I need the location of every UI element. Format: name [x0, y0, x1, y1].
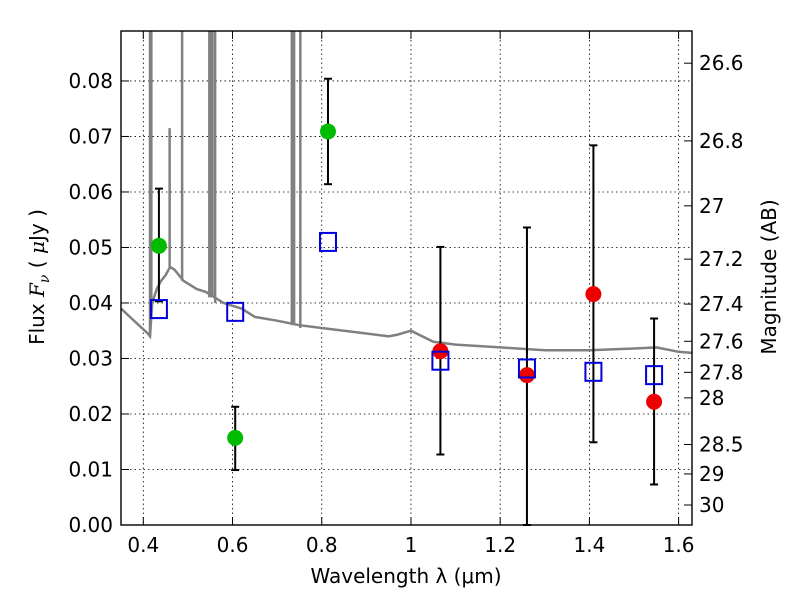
data-point-square — [318, 231, 337, 252]
y-tick-label: 0.02 — [68, 402, 113, 426]
data-markers — [149, 123, 664, 446]
y-tick-label: 0.07 — [68, 124, 113, 148]
data-point-square — [645, 365, 664, 386]
data-point-circle — [518, 367, 535, 384]
data-point-square — [517, 358, 536, 379]
right-tick-label: 27 — [699, 194, 724, 218]
y-tick-label: 0.04 — [68, 291, 113, 315]
x-tick-label: 1.6 — [663, 533, 695, 557]
x-tick-label: 1 — [405, 533, 418, 557]
grid — [121, 31, 692, 526]
data-point-circle — [227, 429, 244, 446]
y-tick-label: 0.06 — [68, 180, 113, 204]
y-tick-label: 0.03 — [68, 346, 113, 370]
spectrum-line — [120, 265, 693, 355]
right-tick-label: 27.2 — [699, 247, 744, 271]
right-tick-label: 27.4 — [699, 292, 744, 316]
y-tick-label: 0.08 — [68, 69, 113, 93]
x-axis-ticks: 0.4 0.6 0.8 1 1.2 1.4 1.6 — [127, 31, 695, 557]
y-tick-label: 0.01 — [68, 457, 113, 481]
x-tick-label: 0.8 — [306, 533, 338, 557]
right-tick-label: 27.8 — [699, 360, 744, 384]
right-tick-label: 26.6 — [699, 51, 744, 75]
x-axis-label: Wavelength λ (μm) — [310, 564, 501, 588]
right-tick-label: 28.5 — [699, 433, 744, 457]
y-tick-label: 0.00 — [68, 513, 113, 537]
right-axis-ticks: 26.6 26.8 27 27.2 27.4 27.6 27.828 28.5 29 30 — [684, 51, 744, 517]
data-point-circle — [646, 393, 663, 410]
data-point-circle — [319, 123, 336, 140]
right-tick-label: 28 — [699, 386, 724, 410]
y-axis-ticks: 0.00 0.01 0.02 0.03 0.04 0.05 0.06 0.07 0.08 — [68, 69, 129, 537]
data-point-circle — [585, 286, 602, 303]
right-tick-label: 30 — [699, 493, 724, 517]
y-axis-label: Flux Fν ( μJy ) — [25, 209, 53, 345]
model-spectrum — [120, 31, 693, 355]
x-tick-label: 1.2 — [484, 533, 516, 557]
data-point-square — [584, 361, 603, 382]
data-point-square — [149, 299, 168, 320]
right-tick-label: 27.6 — [699, 329, 744, 353]
data-point-square — [226, 301, 245, 322]
y-tick-label: 0.05 — [68, 235, 113, 259]
right-tick-label: 26.8 — [699, 129, 744, 153]
x-tick-label: 0.4 — [127, 533, 159, 557]
x-tick-label: 1.4 — [573, 533, 605, 557]
data-point-circle — [150, 237, 167, 254]
right-axis-label: Magnitude (AB) — [757, 199, 781, 354]
x-tick-label: 0.6 — [217, 533, 249, 557]
data-point-square — [431, 350, 450, 371]
plot-frame — [120, 30, 693, 526]
right-tick-label: 29 — [699, 462, 724, 486]
